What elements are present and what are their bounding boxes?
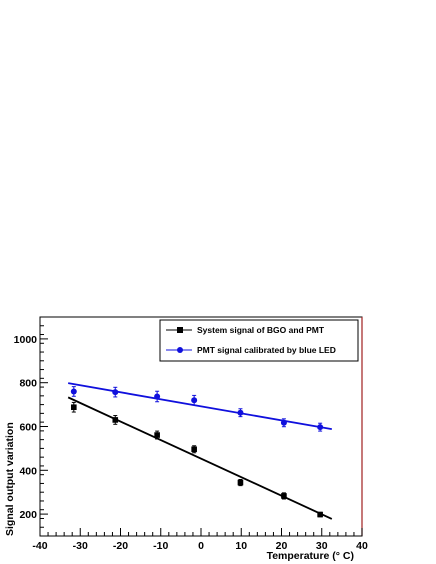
x-tick-label: 20 [276, 540, 288, 552]
y-tick-label: 1000 [14, 334, 38, 346]
x-tick-label: -30 [73, 540, 88, 552]
data-point-pmt [191, 397, 198, 404]
legend-box [159, 319, 359, 362]
x-axis: -40 -30 -20 -10 0 10 20 30 40 [32, 528, 368, 552]
data-point-pmt [237, 409, 244, 416]
data-markers [70, 388, 324, 518]
x-axis-title: Temperature (° C) [267, 550, 354, 562]
fit-lines [67, 382, 333, 520]
fit-line-bgo [67, 396, 333, 520]
y-axis-title: Signal output variation [4, 422, 16, 536]
data-point-bgo [237, 479, 244, 486]
legend-label-pmt: PMT signal calibrated by blue LED [197, 345, 336, 355]
x-tick-label: -20 [113, 540, 128, 552]
data-point-pmt [112, 389, 119, 396]
data-point-bgo [154, 432, 160, 438]
data-point-bgo [281, 493, 287, 499]
x-tick-label: 40 [356, 540, 368, 552]
y-tick-label: 400 [19, 465, 37, 477]
data-point-pmt [317, 424, 324, 431]
y-tick-label: 800 [19, 378, 37, 390]
data-point-bgo [317, 511, 323, 518]
data-point-pmt [70, 388, 77, 395]
x-tick-label: -10 [153, 540, 168, 552]
legend-label-bgo: System signal of BGO and PMT [197, 325, 325, 335]
legend-marker-bgo [177, 327, 183, 333]
data-point-bgo [191, 446, 197, 453]
legend: System signal of BGO and PMT PMT signal … [159, 319, 359, 362]
x-tick-label: 10 [235, 540, 247, 552]
data-point-pmt [154, 393, 161, 400]
fit-line-pmt [68, 382, 332, 431]
legend-marker-pmt [177, 347, 183, 353]
data-point-pmt [280, 419, 287, 426]
data-point-bgo [71, 404, 77, 411]
y-axis: 200 400 600 800 1000 [14, 325, 48, 528]
data-point-bgo [112, 417, 119, 423]
y-tick-label: 200 [19, 509, 37, 521]
y-tick-label: 600 [19, 422, 37, 434]
x-tick-label: 0 [198, 540, 204, 552]
x-tick-label: -40 [32, 540, 47, 552]
x-tick-label: 30 [316, 540, 328, 552]
